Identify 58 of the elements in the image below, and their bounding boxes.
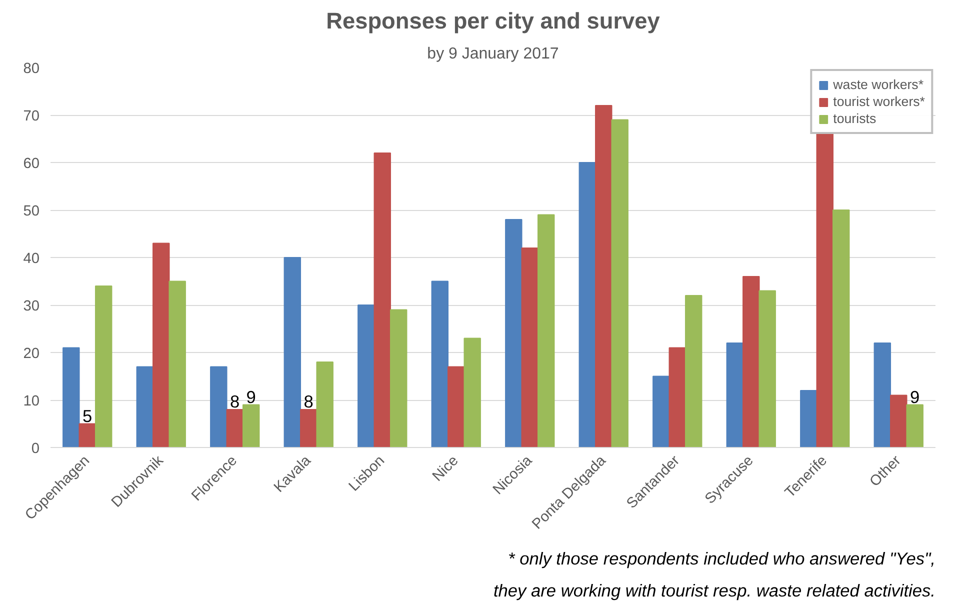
bar	[578, 162, 596, 448]
y-tick-label: 0	[31, 441, 40, 457]
data-label: 5	[82, 406, 92, 426]
bar	[226, 409, 244, 448]
text: * only those respondents included who answered "Yes",	[508, 548, 936, 568]
legend-label: tourist workers*	[833, 94, 925, 109]
bar	[521, 248, 538, 448]
bar	[316, 362, 334, 448]
bar	[78, 423, 96, 448]
bar	[505, 219, 522, 448]
bar	[832, 210, 850, 448]
bar	[464, 338, 481, 448]
y-tick-label: 50	[23, 204, 40, 220]
y-tick-label: 40	[23, 251, 40, 267]
bar	[890, 394, 908, 448]
bar	[62, 347, 80, 448]
bar	[652, 376, 670, 448]
bar	[611, 119, 628, 448]
bar	[374, 152, 391, 448]
bar	[152, 242, 170, 448]
bar	[726, 342, 744, 448]
data-label: 9	[246, 386, 256, 407]
bar	[431, 280, 449, 448]
bar	[758, 290, 776, 448]
bar	[684, 295, 702, 448]
data-label: 8	[230, 392, 240, 412]
y-tick-label: 60	[23, 156, 40, 172]
bar	[448, 366, 465, 448]
bar	[874, 342, 892, 448]
bar	[595, 105, 612, 448]
data-label: 9	[910, 386, 920, 407]
bar	[284, 257, 302, 448]
y-tick-label: 80	[23, 61, 40, 77]
bar	[94, 286, 112, 448]
bar	[168, 280, 186, 448]
bar	[668, 347, 686, 448]
x-tick-label: Nice	[430, 452, 462, 485]
bar	[906, 404, 924, 448]
y-tick-label: 10	[23, 394, 40, 410]
y-tick-label: 20	[23, 346, 40, 362]
y-tick-label: 70	[23, 108, 40, 124]
bar	[358, 304, 375, 448]
bar	[242, 404, 260, 448]
bar	[800, 390, 818, 448]
legend-label: waste workers*	[833, 77, 924, 92]
bar	[300, 409, 318, 448]
text: they are working with tourist resp. waste related activities.	[493, 580, 936, 600]
data-label: 8	[304, 392, 314, 412]
bar	[537, 214, 555, 448]
chart-title: Responses per city and survey	[326, 8, 660, 34]
chart-subtitle: by 9 January 2017	[427, 46, 559, 62]
bar	[742, 276, 760, 448]
bar	[136, 366, 154, 448]
bar	[390, 309, 408, 448]
bar	[816, 134, 834, 448]
legend-label: tourists	[833, 111, 876, 126]
bar	[210, 366, 228, 448]
y-tick-label: 30	[23, 298, 40, 314]
